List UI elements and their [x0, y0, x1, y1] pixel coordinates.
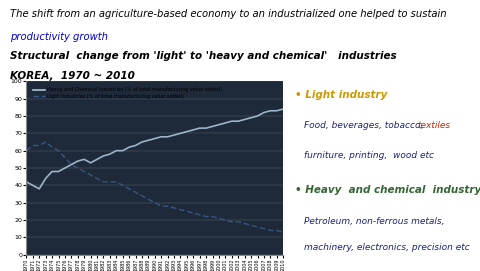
Text: machinery, electronics, precision etc: machinery, electronics, precision etc [304, 243, 470, 251]
Text: • Light industry: • Light industry [295, 90, 387, 100]
Legend: Heavy and Chemical Industries (% of total manufacturing value added), Light Indu: Heavy and Chemical Industries (% of tota… [31, 85, 224, 101]
Text: Structural  change from 'light' to 'heavy and chemical'   industries: Structural change from 'light' to 'heavy… [10, 51, 396, 61]
Text: textiles: textiles [418, 121, 451, 130]
Text: Food, beverages, tobacco,: Food, beverages, tobacco, [304, 121, 427, 130]
Text: Petroleum, non-ferrous metals,: Petroleum, non-ferrous metals, [304, 217, 445, 225]
Text: productivity growth: productivity growth [10, 32, 108, 42]
Text: The shift from an agriculture-based economy to an industrialized one helped to s: The shift from an agriculture-based econ… [10, 9, 446, 19]
Text: furniture, printing,  wood etc: furniture, printing, wood etc [304, 151, 434, 160]
Text: • Heavy  and chemical  industry: • Heavy and chemical industry [295, 185, 480, 195]
Text: KOREA,  1970 ~ 2010: KOREA, 1970 ~ 2010 [10, 71, 134, 81]
